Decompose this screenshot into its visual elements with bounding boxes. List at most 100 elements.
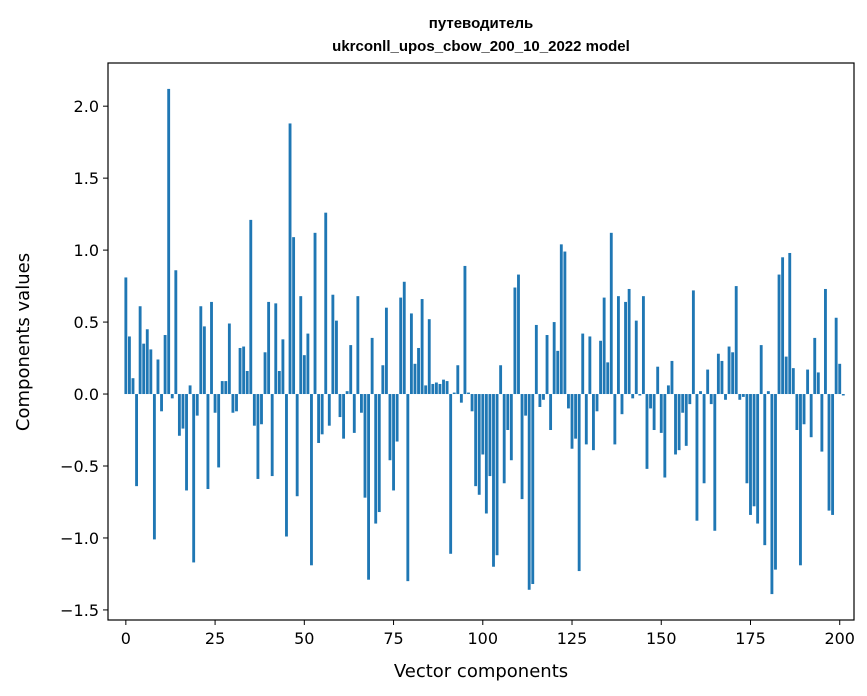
bar [559, 244, 563, 395]
bar [799, 394, 802, 566]
bar [677, 394, 681, 451]
bar [609, 232, 613, 395]
bar [395, 394, 399, 442]
bar [684, 394, 688, 446]
bar [706, 369, 710, 395]
x-tick-label: 100 [468, 629, 499, 648]
bar [781, 257, 785, 395]
bar [791, 368, 795, 395]
bar [192, 394, 196, 563]
bar [313, 232, 317, 395]
bar [177, 394, 181, 436]
chart-title-group: путеводитель ukrconll_upos_cbow_200_10_2… [332, 15, 630, 55]
bar [302, 355, 306, 395]
bar [292, 237, 296, 395]
bar [445, 381, 449, 395]
bar [641, 296, 645, 395]
bar [702, 394, 706, 484]
y-tick-label: 1.5 [74, 169, 99, 188]
bar [584, 394, 588, 445]
bar [724, 394, 727, 400]
bar [127, 336, 131, 395]
bar [827, 394, 831, 511]
bar [352, 394, 356, 433]
bar [238, 347, 242, 395]
bar [488, 394, 492, 477]
bar [666, 385, 670, 395]
bar [217, 394, 221, 468]
bar [424, 385, 428, 395]
bar [249, 219, 253, 395]
bar [224, 381, 228, 395]
bar [588, 336, 592, 395]
bar [552, 322, 556, 395]
bar [417, 347, 420, 395]
bar [616, 296, 620, 395]
bar [174, 270, 178, 395]
x-tick-label: 75 [383, 629, 403, 648]
bar [377, 394, 381, 513]
x-tick-label: 125 [557, 629, 588, 648]
bar [156, 359, 160, 395]
bar [342, 394, 346, 439]
bar [142, 343, 146, 395]
bar [349, 345, 353, 395]
bar [442, 379, 445, 395]
bar [802, 394, 806, 425]
bar [338, 394, 342, 418]
bar [649, 394, 652, 409]
bar [638, 394, 642, 396]
bar [188, 385, 192, 395]
bar [317, 394, 321, 443]
bar [413, 363, 417, 395]
bar [256, 394, 260, 479]
bar [152, 394, 156, 540]
y-axis-label: Components values [13, 253, 34, 431]
y-tick-label: 0.5 [74, 313, 99, 332]
bar [199, 306, 203, 395]
bar [542, 394, 545, 400]
bar [734, 286, 738, 395]
x-tick-label: 200 [824, 629, 855, 648]
bar [335, 320, 338, 395]
bar [570, 394, 574, 449]
bar [624, 301, 627, 395]
bar [659, 394, 663, 433]
x-axis-label: Vector components [394, 661, 568, 682]
bar [509, 394, 513, 461]
bar [356, 296, 360, 395]
bar [581, 333, 585, 395]
bar [663, 394, 667, 478]
bar [574, 394, 578, 439]
bar [631, 394, 635, 399]
bar [831, 394, 835, 515]
bar-series [124, 88, 845, 595]
bar [556, 350, 560, 395]
chart-subtitle: ukrconll_upos_cbow_200_10_2022 model [332, 38, 630, 55]
plot-frame [107, 62, 855, 621]
bar [327, 394, 331, 426]
bar [531, 394, 535, 585]
bar [774, 394, 777, 570]
bar [506, 394, 510, 431]
bar [167, 88, 171, 395]
bar [838, 363, 842, 395]
bar [534, 324, 538, 395]
bar [809, 394, 813, 438]
bar [756, 394, 760, 524]
bar [245, 371, 249, 395]
bar [695, 394, 699, 521]
bar [763, 394, 767, 546]
bar [202, 326, 206, 395]
bar [463, 265, 467, 395]
bar [124, 277, 128, 395]
bar [602, 297, 606, 395]
bar [345, 391, 349, 395]
bar [420, 299, 424, 395]
bar [599, 340, 603, 395]
bar [716, 353, 720, 395]
bar [324, 212, 328, 395]
bar [306, 333, 310, 395]
bar [592, 394, 595, 451]
bar [277, 371, 281, 395]
